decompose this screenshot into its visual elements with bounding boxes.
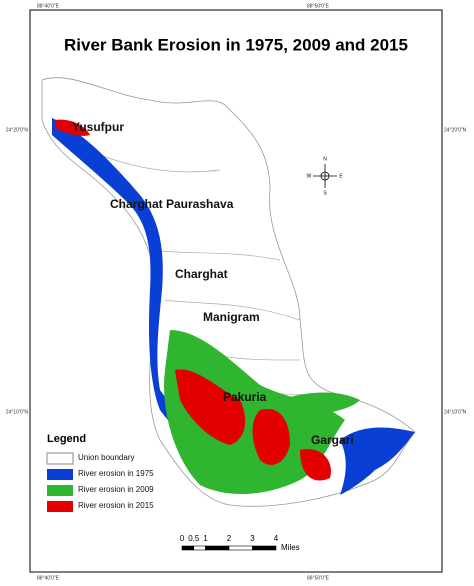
scale-label: 0.5 [188, 534, 200, 543]
coord-label: 88°50'0"E [307, 3, 330, 9]
place-label: Yusufpur [72, 120, 124, 134]
legend-swatch [46, 452, 74, 465]
erosion-1975 [340, 427, 415, 495]
legend-label: River erosion in 1975 [78, 469, 154, 478]
legend-swatch [47, 469, 73, 480]
erosion-2009 [280, 392, 360, 420]
coord-label: 88°40'0"E [37, 575, 60, 581]
scale-label: 4 [274, 534, 279, 543]
place-label: Gargari [311, 433, 354, 447]
erosion-2015 [300, 449, 331, 481]
place-label: Manigram [203, 310, 260, 324]
scale-label: 1 [203, 534, 208, 543]
legend-title: Legend [47, 433, 86, 445]
place-label: Pakuria [223, 390, 267, 404]
legend-swatch [47, 501, 73, 512]
place-label: Charghat [175, 267, 228, 281]
legend-label: River erosion in 2009 [78, 485, 154, 494]
scale-segment [181, 545, 195, 551]
erosion-2009 [164, 330, 345, 495]
scale-segment [228, 545, 253, 551]
scale-segment [205, 545, 230, 551]
north-arrow: N S E W [307, 156, 344, 196]
erosion-2015 [252, 409, 290, 465]
union-boundary [99, 154, 321, 396]
erosion-2015 [55, 119, 90, 136]
coord-label: 24°20'0"N [6, 127, 29, 133]
scale-unit: Miles [281, 543, 300, 552]
place-label: Charghat Paurashava [110, 197, 234, 211]
compass-label: W [307, 173, 312, 179]
scale-segment [193, 545, 206, 551]
scale-label: 2 [227, 534, 232, 543]
legend: Legend Union boundary River erosion in 1… [46, 433, 154, 512]
scale-segment [252, 545, 277, 551]
scale-label: 0 [180, 534, 185, 543]
map-title: River Bank Erosion in 1975, 2009 and 201… [64, 35, 408, 54]
compass-label: E [339, 173, 343, 179]
compass-label: N [323, 156, 327, 162]
erosion-1975 [52, 118, 200, 441]
compass-label: S [323, 190, 327, 196]
erosion-2015 [175, 369, 246, 445]
coord-label: 24°10'0"N [444, 409, 467, 415]
legend-swatch [47, 485, 73, 496]
scale-label: 3 [250, 534, 255, 543]
legend-label: Union boundary [78, 453, 134, 462]
legend-label: River erosion in 2015 [78, 501, 154, 510]
coord-label: 24°20'0"N [444, 127, 467, 133]
coord-label: 88°50'0"E [307, 575, 330, 581]
coord-label: 88°40'0"E [37, 3, 60, 9]
coord-label: 24°10'0"N [6, 409, 29, 415]
